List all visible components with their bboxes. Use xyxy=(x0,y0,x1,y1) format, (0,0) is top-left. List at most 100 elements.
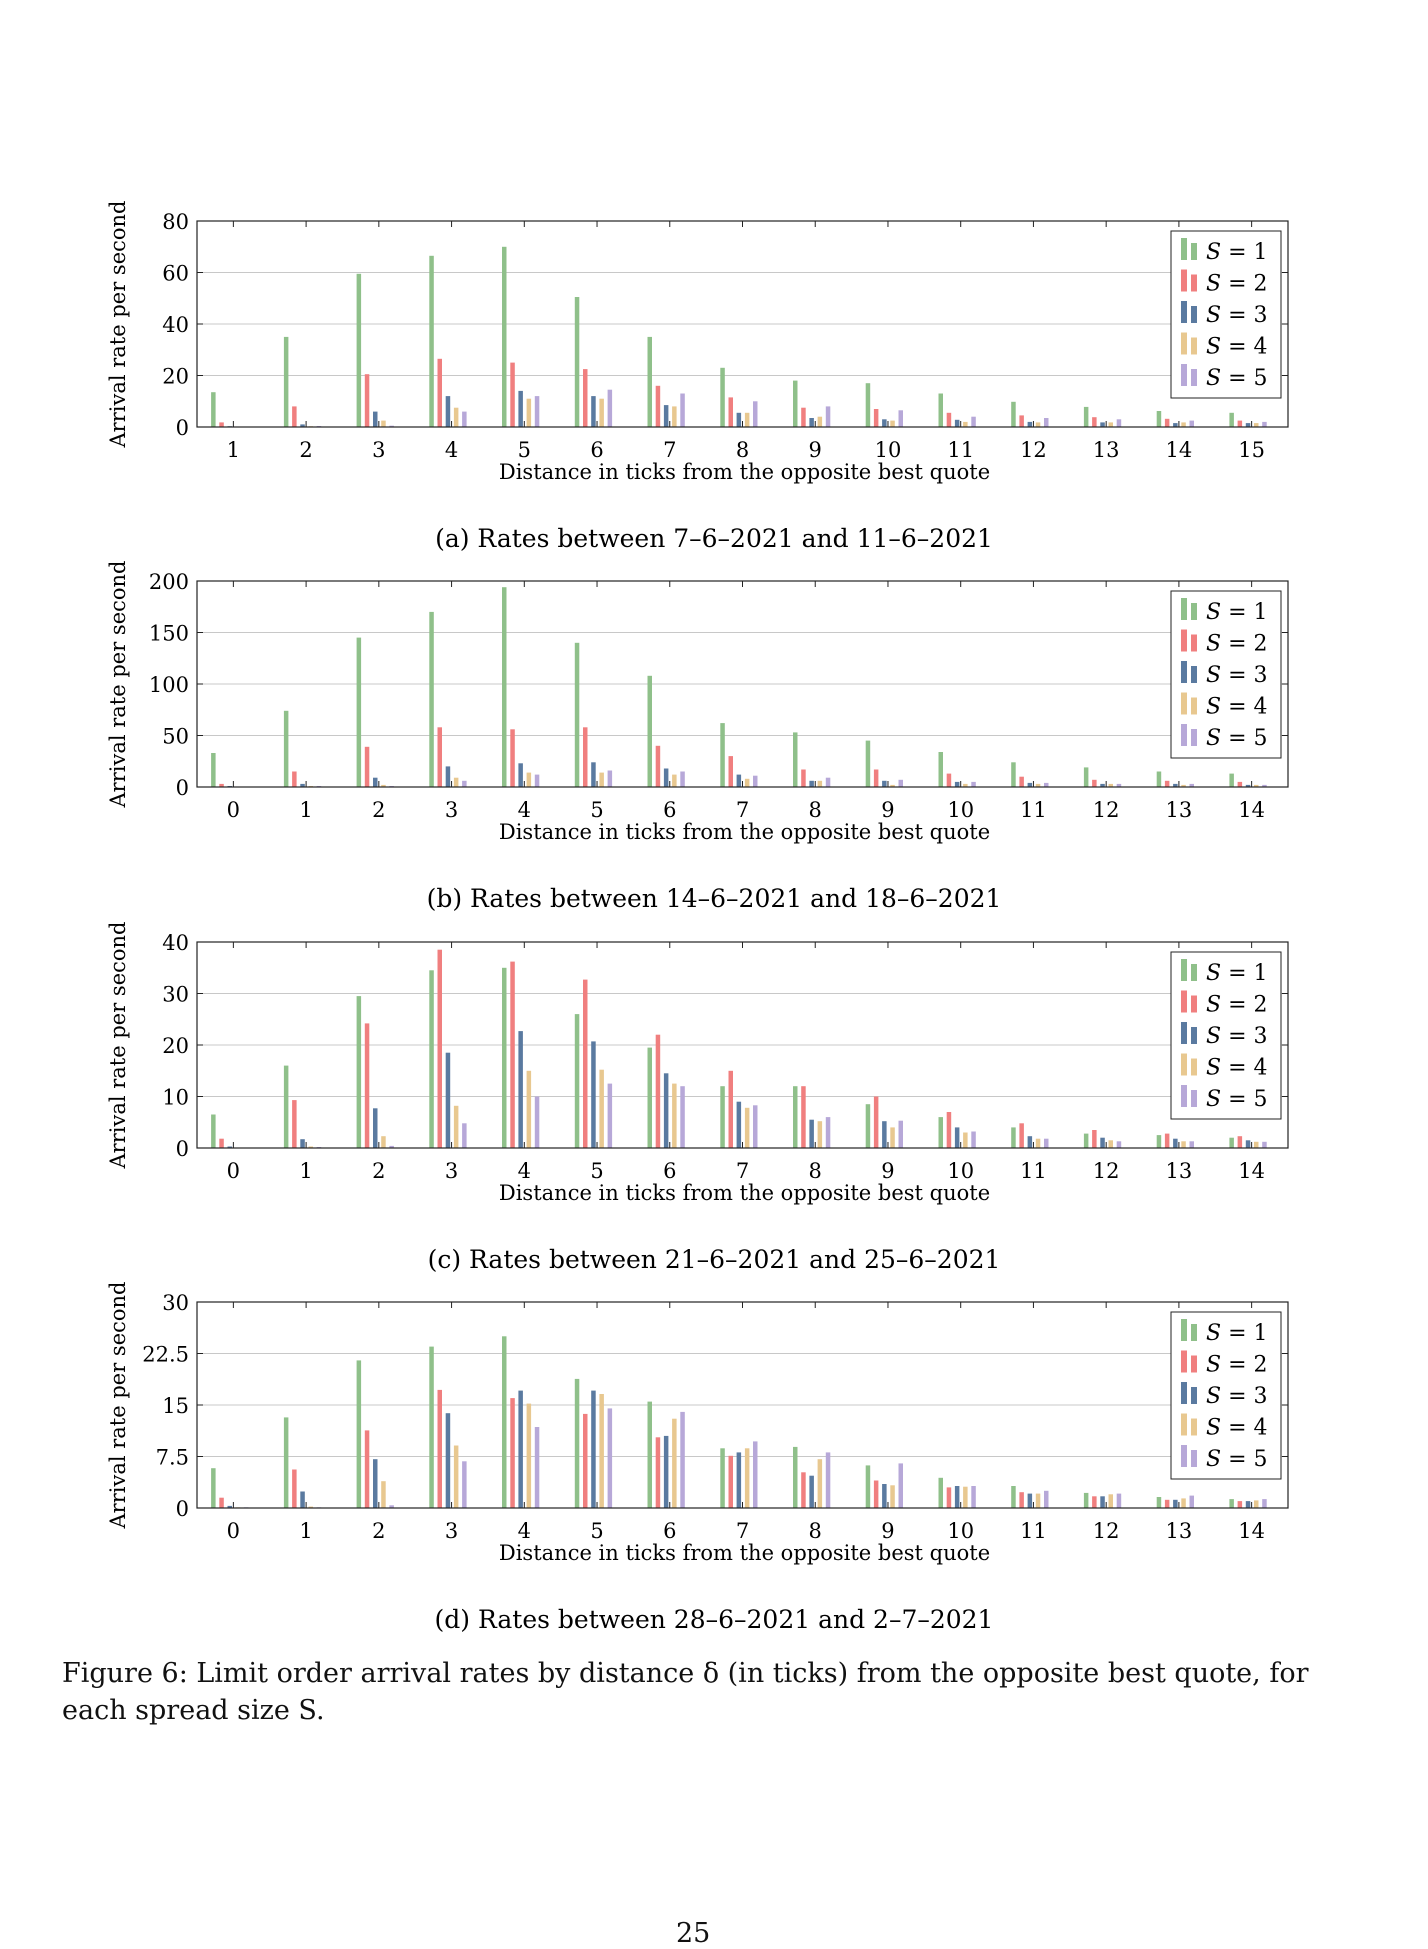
legend-label-s1: S = 1 xyxy=(1206,600,1268,625)
y-tick-label: 200 xyxy=(149,570,189,594)
legend-label-s3: S = 3 xyxy=(1206,303,1268,328)
x-tick-label: 2 xyxy=(372,798,385,822)
bar-s1-10 xyxy=(938,1477,943,1508)
x-axis-label: Distance in ticks from the opposite best… xyxy=(499,820,990,844)
bar-s3-15 xyxy=(1245,423,1251,427)
x-tick-label: 13 xyxy=(1166,1159,1193,1183)
x-tick-label: 10 xyxy=(947,798,974,822)
bar-s1-14 xyxy=(1156,411,1162,427)
bar-s5-6 xyxy=(680,1086,685,1148)
bar-s1-12 xyxy=(1083,1133,1089,1148)
legend-swatch xyxy=(1181,332,1187,355)
bar-s5-11 xyxy=(1044,1138,1049,1148)
bar-s3-8 xyxy=(736,412,742,427)
bar-s2-12 xyxy=(1092,1130,1097,1148)
bar-s1-7 xyxy=(647,336,652,427)
bar-s3-11 xyxy=(1027,1136,1033,1148)
x-tick-label: 10 xyxy=(947,1159,974,1183)
bar-s5-11 xyxy=(971,416,976,427)
bar-s3-5 xyxy=(591,1390,596,1508)
bar-s2-11 xyxy=(1019,776,1024,787)
bar-s1-12 xyxy=(1083,767,1089,787)
bar-s3-3 xyxy=(445,1413,451,1508)
bar-s3-10 xyxy=(954,1127,960,1148)
bar-s1-5 xyxy=(502,246,507,428)
bar-s4-11 xyxy=(963,421,968,428)
legend-swatch xyxy=(1191,1058,1197,1076)
bar-s2-7 xyxy=(728,1070,733,1149)
bar-s4-4 xyxy=(453,407,459,427)
y-axis-label: Arrival rate per second xyxy=(106,561,130,809)
bar-s4-4 xyxy=(526,772,532,787)
bar-s1-0 xyxy=(211,1114,216,1148)
x-axis-label: Distance in ticks from the opposite best… xyxy=(499,460,990,484)
bar-s1-13 xyxy=(1083,406,1089,427)
bar-s1-11 xyxy=(1011,762,1016,787)
x-tick-label: 13 xyxy=(1166,798,1193,822)
bar-s3-4 xyxy=(445,396,451,427)
bar-s2-14 xyxy=(1237,1136,1243,1148)
bar-s3-9 xyxy=(882,780,887,787)
x-tick-label: 14 xyxy=(1238,798,1265,822)
x-tick-label: 3 xyxy=(372,438,385,462)
bar-s3-6 xyxy=(663,1073,669,1148)
bar-s4-6 xyxy=(599,398,604,427)
bar-s5-7 xyxy=(753,775,758,787)
bar-s2-2 xyxy=(364,746,370,787)
bar-s1-10 xyxy=(938,1117,943,1148)
bar-s1-10 xyxy=(938,752,943,787)
bar-s1-14 xyxy=(1229,1137,1234,1148)
y-tick-label: 0 xyxy=(176,776,189,800)
legend xyxy=(1170,951,1282,1120)
y-tick-label: 15 xyxy=(162,1394,189,1418)
bar-s2-3 xyxy=(437,949,442,1148)
bar-s2-9 xyxy=(801,407,806,427)
bar-s4-10 xyxy=(963,1132,968,1148)
bar-s5-10 xyxy=(971,1486,976,1508)
bar-s1-9 xyxy=(865,1104,871,1148)
legend-swatch xyxy=(1191,634,1197,652)
bar-s4-6 xyxy=(672,1083,677,1148)
legend-swatch xyxy=(1181,724,1187,746)
bar-s2-12 xyxy=(1019,415,1024,427)
bar-s4-8 xyxy=(744,412,750,427)
bar-s4-10 xyxy=(963,1486,968,1508)
bar-s1-11 xyxy=(1011,1127,1016,1148)
bar-s5-13 xyxy=(1189,783,1194,787)
x-tick-label: 1 xyxy=(299,1519,312,1543)
bar-s5-8 xyxy=(825,1117,831,1148)
bar-s2-1 xyxy=(292,1469,297,1508)
bar-s2-13 xyxy=(1164,1133,1170,1148)
bar-s2-12 xyxy=(1092,1496,1097,1508)
bar-s1-1 xyxy=(283,1417,289,1508)
bar-s1-3 xyxy=(429,970,434,1148)
bar-s2-15 xyxy=(1237,420,1243,427)
bar-s3-11 xyxy=(1027,1493,1033,1508)
x-tick-label: 1 xyxy=(227,438,240,462)
y-axis-label: Arrival rate per second xyxy=(106,1282,130,1530)
legend-swatch xyxy=(1191,995,1197,1013)
bar-s2-6 xyxy=(655,1034,661,1148)
page-number: 25 xyxy=(676,1918,711,1949)
bar-s3-2 xyxy=(373,1459,378,1508)
bar-s5-13 xyxy=(1116,419,1122,427)
legend-swatch xyxy=(1191,964,1197,981)
bar-s3-3 xyxy=(445,766,451,787)
bar-s2-11 xyxy=(1019,1123,1024,1148)
bar-s4-5 xyxy=(599,772,604,787)
bar-s5-14 xyxy=(1262,1499,1267,1508)
bar-s1-11 xyxy=(938,393,943,427)
subcaption: (b) Rates between 14–6–2021 and 18–6–202… xyxy=(427,884,1002,913)
bar-s2-9 xyxy=(873,769,879,787)
bar-s2-12 xyxy=(1092,779,1097,787)
bar-s5-4 xyxy=(534,774,540,787)
x-tick-label: 2 xyxy=(372,1159,385,1183)
subcaption: (c) Rates between 21–6–2021 and 25–6–202… xyxy=(428,1245,1001,1274)
legend-swatch xyxy=(1181,959,1187,981)
bar-s3-1 xyxy=(300,1139,305,1148)
bar-s2-11 xyxy=(946,412,952,427)
legend-label-s5: S = 5 xyxy=(1206,1447,1268,1472)
bar-s4-3 xyxy=(453,777,459,787)
bar-s4-9 xyxy=(890,1485,895,1508)
